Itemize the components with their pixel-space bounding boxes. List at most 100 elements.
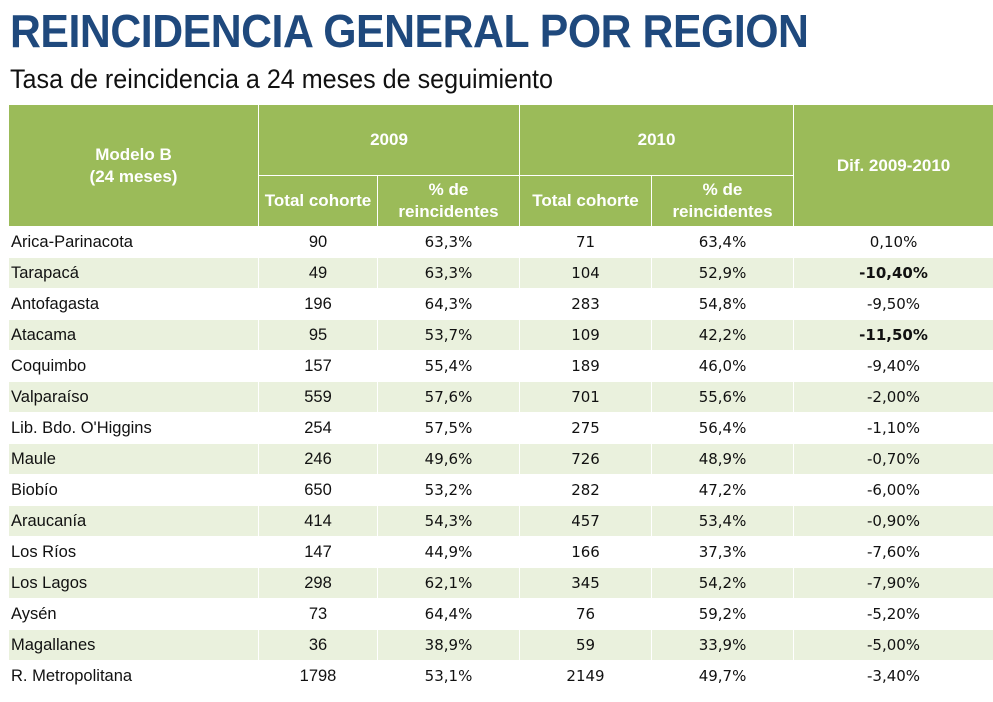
recidivism-table: Modelo B (24 meses) 2009 2010 Dif. 2009-… — [8, 104, 993, 692]
table-row: Tarapacá 49 63,3% 104 52,9% -10,40% — [8, 257, 993, 289]
pct-header-line1: % de — [702, 180, 743, 199]
total-cohorte-2010-cell: 726 — [519, 443, 653, 475]
pct-reincidentes-2010-cell: 54,8% — [651, 288, 795, 320]
pct-reincidentes-2010-cell: 53,4% — [651, 505, 795, 537]
dif-cell: -7,60% — [793, 536, 993, 568]
pct-reincidentes-2010-cell: 47,2% — [651, 474, 795, 506]
pct-reincidentes-2010-cell: 56,4% — [651, 412, 795, 444]
pct-reincidentes-2009-cell: 44,9% — [376, 536, 521, 568]
pct-reincidentes-2010-cell: 46,0% — [651, 350, 795, 382]
pct-reincidentes-2009-cell: 54,3% — [376, 505, 521, 537]
total-cohorte-2010-header: Total cohorte — [519, 175, 653, 227]
total-cohorte-2010-cell: 104 — [519, 257, 653, 289]
table-row: Los Lagos 298 62,1% 345 54,2% -7,90% — [8, 567, 993, 599]
total-cohorte-2010-cell: 166 — [519, 536, 653, 568]
total-cohorte-2009-cell: 559 — [258, 381, 378, 413]
pct-reincidentes-2010-cell: 63,4% — [651, 226, 795, 258]
table-row: Magallanes 36 38,9% 59 33,9% -5,00% — [8, 629, 993, 661]
total-cohorte-2010-cell: 76 — [519, 598, 653, 630]
region-cell: Arica-Parinacota — [8, 226, 259, 258]
pct-reincidentes-2009-cell: 63,3% — [376, 226, 521, 258]
pct-reincidentes-2009-header: % de reincidentes — [376, 175, 521, 227]
pct-reincidentes-2010-cell: 37,3% — [651, 536, 795, 568]
pct-reincidentes-2009-cell: 38,9% — [376, 629, 521, 661]
dif-cell: -3,40% — [793, 660, 993, 692]
total-cohorte-2009-cell: 147 — [258, 536, 378, 568]
total-cohorte-2010-cell: 275 — [519, 412, 653, 444]
region-cell: Araucanía — [8, 505, 259, 537]
total-cohorte-2010-cell: 345 — [519, 567, 653, 599]
total-cohorte-2010-cell: 59 — [519, 629, 653, 661]
total-cohorte-2010-cell: 457 — [519, 505, 653, 537]
table-row: Los Ríos 147 44,9% 166 37,3% -7,60% — [8, 536, 993, 568]
pct-reincidentes-2009-cell: 57,6% — [376, 381, 521, 413]
dif-cell: -9,50% — [793, 288, 993, 320]
total-cohorte-2009-cell: 36 — [258, 629, 378, 661]
dif-header: Dif. 2009-2010 — [793, 104, 993, 227]
total-cohorte-2009-cell: 298 — [258, 567, 378, 599]
region-cell: Valparaíso — [8, 381, 259, 413]
year-2010-header: 2010 — [519, 104, 795, 176]
table-row: Coquimbo 157 55,4% 189 46,0% -9,40% — [8, 350, 993, 382]
pct-header-line1: % de — [428, 180, 469, 199]
pct-reincidentes-2010-cell: 55,6% — [651, 381, 795, 413]
pct-reincidentes-2010-cell: 33,9% — [651, 629, 795, 661]
region-cell: Tarapacá — [8, 257, 259, 289]
pct-reincidentes-2009-cell: 57,5% — [376, 412, 521, 444]
model-header-line1: Modelo B — [95, 144, 172, 164]
dif-cell: -5,00% — [793, 629, 993, 661]
model-header: Modelo B (24 meses) — [8, 104, 259, 227]
region-cell: Los Ríos — [8, 536, 259, 568]
pct-reincidentes-2010-cell: 42,2% — [651, 319, 795, 351]
pct-header-line2: reincidentes — [398, 202, 499, 221]
table-body: Arica-Parinacota 90 63,3% 71 63,4% 0,10% Tarap… — [8, 226, 993, 692]
total-cohorte-2010-cell: 282 — [519, 474, 653, 506]
region-cell: Atacama — [8, 319, 259, 351]
model-header-line2: (24 meses) — [89, 166, 178, 186]
pct-reincidentes-2009-cell: 63,3% — [376, 257, 521, 289]
total-cohorte-2009-cell: 157 — [258, 350, 378, 382]
dif-cell: -1,10% — [793, 412, 993, 444]
table-row: Aysén 73 64,4% 76 59,2% -5,20% — [8, 598, 993, 630]
pct-reincidentes-2010-cell: 54,2% — [651, 567, 795, 599]
dif-cell: -5,20% — [793, 598, 993, 630]
dif-cell: -6,00% — [793, 474, 993, 506]
pct-reincidentes-2010-cell: 48,9% — [651, 443, 795, 475]
page-subtitle: Tasa de reincidencia a 24 meses de segui… — [10, 64, 553, 94]
pct-reincidentes-2009-cell: 53,7% — [376, 319, 521, 351]
region-cell: R. Metropolitana — [8, 660, 259, 692]
table-row: Lib. Bdo. O'Higgins 254 57,5% 275 56,4% -1,10… — [8, 412, 993, 444]
total-cohorte-2010-cell: 2149 — [519, 660, 653, 692]
page-title: REINCIDENCIA GENERAL POR REGION — [10, 5, 809, 57]
pct-reincidentes-2009-cell: 62,1% — [376, 567, 521, 599]
total-cohorte-2010-cell: 189 — [519, 350, 653, 382]
table-row: Valparaíso 559 57,6% 701 55,6% -2,00% — [8, 381, 993, 413]
table-row: Maule 246 49,6% 726 48,9% -0,70% — [8, 443, 993, 475]
region-cell: Coquimbo — [8, 350, 259, 382]
table-row: Atacama 95 53,7% 109 42,2% -11,50% — [8, 319, 993, 351]
region-cell: Antofagasta — [8, 288, 259, 320]
total-cohorte-2009-cell: 650 — [258, 474, 378, 506]
pct-reincidentes-2010-cell: 52,9% — [651, 257, 795, 289]
table-row: R. Metropolitana 1798 53,1% 2149 49,7% -3,40% — [8, 660, 993, 692]
region-cell: Maule — [8, 443, 259, 475]
total-cohorte-2009-cell: 246 — [258, 443, 378, 475]
total-cohorte-2009-cell: 196 — [258, 288, 378, 320]
total-cohorte-2009-cell: 254 — [258, 412, 378, 444]
dif-cell: -0,70% — [793, 443, 993, 475]
pct-reincidentes-2010-header: % de reincidentes — [651, 175, 795, 227]
pct-reincidentes-2009-cell: 55,4% — [376, 350, 521, 382]
dif-cell: -0,90% — [793, 505, 993, 537]
total-cohorte-2009-cell: 95 — [258, 319, 378, 351]
pct-reincidentes-2010-cell: 59,2% — [651, 598, 795, 630]
region-cell: Lib. Bdo. O'Higgins — [8, 412, 259, 444]
table-row: Arica-Parinacota 90 63,3% 71 63,4% 0,10% — [8, 226, 993, 258]
pct-reincidentes-2009-cell: 64,4% — [376, 598, 521, 630]
dif-cell: -2,00% — [793, 381, 993, 413]
pct-reincidentes-2009-cell: 53,1% — [376, 660, 521, 692]
region-cell: Biobío — [8, 474, 259, 506]
total-cohorte-2010-cell: 283 — [519, 288, 653, 320]
total-cohorte-2009-cell: 414 — [258, 505, 378, 537]
region-cell: Aysén — [8, 598, 259, 630]
total-cohorte-2009-cell: 73 — [258, 598, 378, 630]
